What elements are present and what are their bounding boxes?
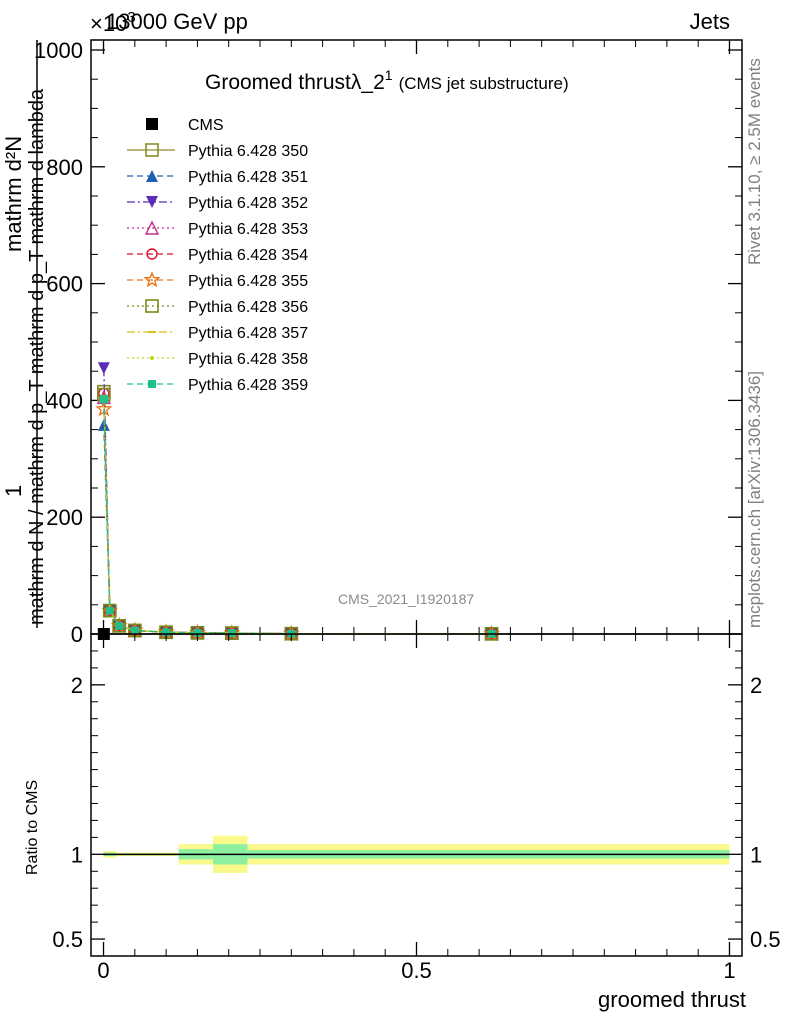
y-exponent-label: ×103 [90,9,136,36]
legend-entry: CMS [146,117,224,134]
legend-marker [143,271,161,288]
category-label: Jets [690,9,730,34]
legend-entry: Pythia 6.428 351 [127,169,308,186]
legend-entry: Pythia 6.428 359 [127,377,308,394]
legend-label: Pythia 6.428 350 [188,143,308,160]
legend-label: Pythia 6.428 353 [188,221,308,238]
mcplots-label: mcplots.cern.ch [arXiv:1306.3436] [745,371,764,628]
legend-label: Pythia 6.428 359 [188,377,308,394]
legend-marker [146,118,158,130]
ratio-y-tick-label: 2 [71,673,83,698]
legend-marker [148,380,156,388]
x-tick-label: 0.5 [401,958,432,983]
y-label-denominator: mathrm d N / mathrm d p_T mathrm d p_T m… [26,88,48,625]
y-tick-label: 800 [46,155,83,180]
data-point [115,621,124,630]
x-axis-label: groomed thrust [598,987,746,1012]
plot-subtitle: (CMS jet substructure) [399,74,569,93]
legend-marker [144,220,160,235]
data-point [227,629,236,638]
legend-label: Pythia 6.428 356 [188,299,308,316]
y-tick-label: 600 [46,272,83,297]
data-point [112,619,126,633]
legend: CMS Pythia 6.428 350 Pythia 6.428 351 Pythi… [127,117,308,394]
legend-marker [145,143,159,157]
y-label-numerator-right: mathrm d²N [1,136,26,252]
ratio-y-tick-label-right: 1 [750,842,762,867]
ratio-y-label: Ratio to CMS [24,780,41,875]
y-exponent-power: 3 [127,9,135,26]
legend-entry: Pythia 6.428 356 [127,299,308,316]
x-tick-label: 1 [723,958,735,983]
legend-entry: Pythia 6.428 358 [127,351,308,368]
legend-marker [146,170,158,182]
legend-entry: Pythia 6.428 355 [127,271,308,290]
legend-marker [150,356,154,360]
ratio-y-tick-label: 1 [71,842,83,867]
legend-marker [146,196,158,208]
y-tick-label: 200 [46,505,83,530]
legend-label: CMS [188,117,224,134]
legend-label: Pythia 6.428 351 [188,169,308,186]
legend-marker [145,299,159,313]
data-point [162,628,171,637]
legend-label: Pythia 6.428 358 [188,351,308,368]
x-tick-label: 0 [97,958,109,983]
y-label-numerator: 1 [1,485,26,497]
legend-entry: Pythia 6.428 350 [127,143,308,160]
analysis-id: CMS_2021_I1920187 [338,591,474,607]
x-tick-labels: 0 0.5 1 [97,958,735,983]
ratio-y-tick-labels: 0.5 0.5 1 1 2 2 [52,673,780,952]
main-y-axis-label: 1 mathrm d²N mathrm d N / mathrm d p_T m… [1,40,48,628]
plot-title: Groomed thrustλ_21 (CMS jet substructure) [205,67,569,94]
data-point [193,628,202,637]
ratio-y-tick-label-right: 2 [750,673,762,698]
legend-entry: Pythia 6.428 352 [127,195,308,212]
energy-label: 13000 GeV pp [106,9,248,34]
y-tick-label: 0 [71,622,83,647]
legend-entry: Pythia 6.428 354 [127,247,308,264]
ratio-y-tick-label: 0.5 [52,927,83,952]
legend-label: Pythia 6.428 357 [188,325,308,342]
ratio-y-tick-label-right: 0.5 [750,927,781,952]
y-tick-label: 400 [46,388,83,413]
legend-marker [146,248,158,260]
ratio-axis-ticks [91,634,742,956]
legend-label: Pythia 6.428 355 [188,273,308,290]
y-tick-label: 1000 [34,38,83,63]
plot-title-sup: 1 [385,67,393,83]
legend-entry: Pythia 6.428 357 [127,325,308,342]
rivet-label: Rivet 3.1.10, ≥ 2.5M events [745,58,764,265]
data-point [99,395,108,404]
legend-label: Pythia 6.428 352 [188,195,308,212]
data-point [130,626,139,635]
data-point [105,606,114,615]
main-y-tick-labels: 0 200 400 600 800 1000 [34,38,83,647]
ratio-plot-frame [90,633,743,957]
legend-entry: Pythia 6.428 353 [127,220,308,238]
legend-label: Pythia 6.428 354 [188,247,308,264]
data-point [97,362,110,375]
